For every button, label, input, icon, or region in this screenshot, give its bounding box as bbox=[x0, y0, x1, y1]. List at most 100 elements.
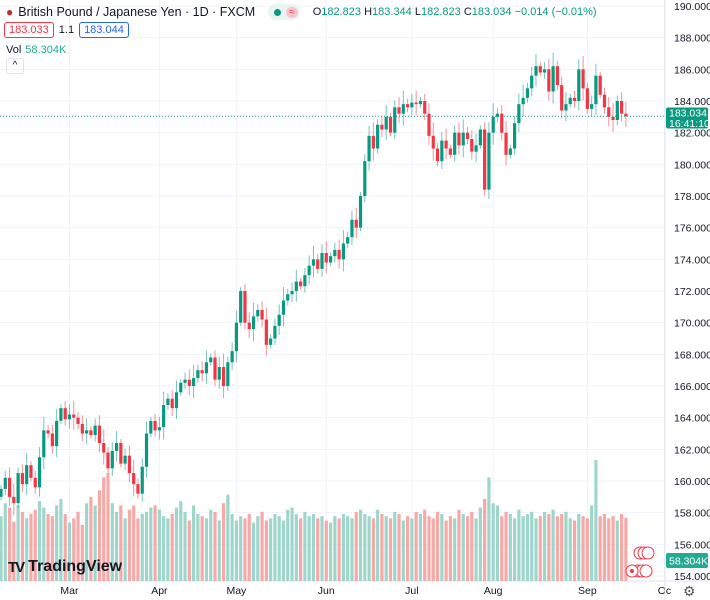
candle bbox=[324, 253, 328, 263]
volume-bar bbox=[67, 522, 72, 581]
y-tick-label: 186.000 bbox=[674, 64, 710, 76]
volume-bar bbox=[294, 514, 298, 581]
candle bbox=[585, 88, 589, 109]
candle bbox=[166, 398, 170, 405]
candle bbox=[568, 97, 572, 105]
volume-bar bbox=[196, 514, 200, 581]
volume-bar bbox=[204, 518, 209, 581]
settings-gear-icon[interactable]: ⚙ bbox=[683, 583, 696, 599]
volume-bar bbox=[406, 516, 410, 581]
market-status-pill[interactable]: ≈ bbox=[268, 4, 300, 20]
volume-bar bbox=[384, 516, 388, 581]
volume-bar bbox=[320, 516, 324, 581]
candle bbox=[7, 477, 12, 497]
volume-bar bbox=[376, 509, 380, 581]
candle bbox=[29, 465, 33, 478]
volume-bar bbox=[316, 518, 320, 581]
volume-bar bbox=[483, 498, 487, 581]
sell-button[interactable]: 183.033 bbox=[4, 22, 54, 38]
x-tick-label: Mar bbox=[60, 585, 79, 597]
collapse-legend-button[interactable]: ^ bbox=[6, 58, 24, 74]
candle bbox=[465, 132, 470, 139]
candle bbox=[153, 420, 157, 431]
volume-bar bbox=[153, 505, 157, 581]
volume-bar bbox=[418, 514, 423, 581]
candle bbox=[590, 104, 594, 109]
candle bbox=[427, 113, 431, 136]
candle bbox=[269, 338, 273, 345]
volume-bar bbox=[508, 514, 512, 581]
volume-bar bbox=[465, 516, 470, 581]
candle bbox=[551, 66, 555, 92]
economic-event-icon[interactable] bbox=[641, 546, 655, 560]
y-tick-label: 158.000 bbox=[674, 508, 710, 520]
volume-bar bbox=[50, 516, 54, 581]
volume-axis-label bbox=[666, 553, 708, 568]
volume-bar bbox=[170, 514, 174, 581]
volume-bar bbox=[256, 516, 260, 581]
candle bbox=[20, 473, 24, 485]
volume-bar bbox=[568, 518, 572, 581]
volume-value: 58.304K bbox=[25, 44, 67, 56]
y-tick-label: 166.000 bbox=[674, 381, 710, 393]
volume-bar bbox=[243, 518, 247, 581]
candle bbox=[440, 140, 444, 162]
candle bbox=[234, 322, 238, 352]
volume-bar bbox=[624, 518, 628, 581]
y-tick-label: 170.000 bbox=[674, 318, 710, 330]
y-tick-label: 182.000 bbox=[674, 128, 710, 140]
y-tick-label: 176.000 bbox=[674, 223, 710, 235]
candle bbox=[307, 265, 311, 276]
volume-bar bbox=[166, 518, 170, 581]
x-tick-label: Oc bbox=[658, 585, 671, 597]
volume-bar bbox=[93, 505, 97, 581]
candle bbox=[67, 414, 72, 420]
candle bbox=[149, 420, 153, 434]
dividend-event-icon[interactable] bbox=[639, 564, 653, 578]
candle bbox=[572, 97, 577, 101]
tradingview-logo[interactable]: TV TradingView bbox=[8, 558, 122, 576]
candle bbox=[397, 107, 401, 114]
volume-bar bbox=[162, 516, 166, 581]
volume-bar bbox=[307, 516, 311, 581]
buy-button[interactable]: 183.044 bbox=[79, 22, 129, 38]
candle bbox=[281, 300, 286, 315]
candle bbox=[140, 466, 144, 494]
volume-bar bbox=[555, 516, 559, 581]
candle bbox=[581, 69, 585, 89]
candle bbox=[538, 66, 542, 73]
candle bbox=[504, 132, 508, 155]
candle bbox=[525, 88, 530, 98]
candle bbox=[303, 275, 307, 287]
volume-bar bbox=[157, 509, 161, 581]
candle bbox=[63, 408, 67, 420]
volume-bar bbox=[397, 514, 401, 581]
volume-bar bbox=[89, 496, 93, 581]
candle bbox=[72, 414, 76, 418]
candle bbox=[260, 310, 264, 320]
volume-bar bbox=[560, 514, 564, 581]
candle bbox=[316, 259, 320, 269]
volume-bar bbox=[577, 514, 581, 581]
candle bbox=[607, 107, 611, 117]
x-tick-label: Jul bbox=[405, 585, 418, 597]
volume-bar bbox=[80, 524, 84, 581]
volume-bar bbox=[264, 520, 268, 581]
symbol-title[interactable]: British Pound / Japanese Yen · 1D · FXCM bbox=[18, 5, 256, 19]
close-value: 183.034 bbox=[471, 6, 512, 18]
candle bbox=[333, 249, 337, 257]
candle bbox=[217, 367, 221, 380]
candle bbox=[200, 370, 204, 374]
volume-bar bbox=[239, 516, 243, 581]
volume-bar bbox=[358, 509, 363, 581]
candle bbox=[144, 433, 149, 467]
candle bbox=[114, 443, 119, 451]
volume-bar bbox=[491, 503, 495, 581]
volume-bar bbox=[76, 511, 80, 581]
candle bbox=[294, 281, 298, 291]
open-value: 182.823 bbox=[321, 6, 362, 18]
volume-bar bbox=[3, 503, 7, 581]
volume-bar bbox=[572, 520, 577, 581]
candle bbox=[406, 104, 410, 108]
